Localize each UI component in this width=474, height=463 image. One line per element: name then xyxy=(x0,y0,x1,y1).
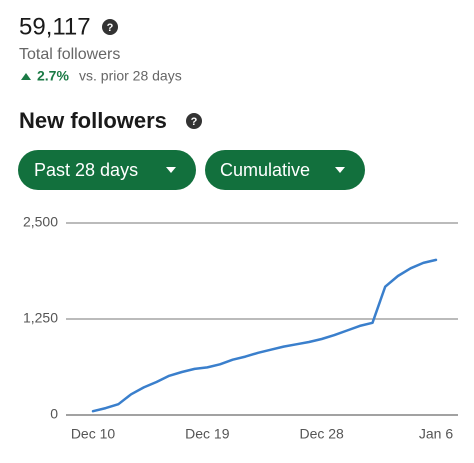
x-tick-label: Dec 10 xyxy=(71,426,116,442)
follower-count: 59,117 xyxy=(19,13,91,40)
y-tick-label: 2,500 xyxy=(23,214,58,230)
filter-label: Cumulative xyxy=(220,160,310,180)
filter-label: Past 28 days xyxy=(34,160,138,180)
follower-label: Total followers xyxy=(19,46,120,63)
section-title: New followers xyxy=(19,108,167,133)
up-arrow xyxy=(21,73,31,80)
x-tick-label: Dec 28 xyxy=(299,426,344,442)
filter-button[interactable]: Past 28 days xyxy=(18,150,196,190)
svg-text:?: ? xyxy=(191,116,198,128)
chart: 0 1,250 2,500 Dec 10 Dec 19 Dec 28 Jan 6 xyxy=(23,214,458,442)
comparison: vs. prior 28 days xyxy=(79,68,182,84)
change: 2.7% xyxy=(37,68,69,84)
svg-text:?: ? xyxy=(107,22,114,34)
line xyxy=(91,258,438,413)
x-tick-label: Jan 6 xyxy=(419,426,453,442)
y-tick-label: 1,250 xyxy=(23,310,58,326)
help-icon[interactable]: ? xyxy=(102,19,118,35)
x-tick-label: Dec 19 xyxy=(185,426,230,442)
filter-button[interactable]: Cumulative xyxy=(205,150,365,190)
help-icon[interactable]: ? xyxy=(186,113,202,129)
y-tick-label: 0 xyxy=(50,406,58,422)
